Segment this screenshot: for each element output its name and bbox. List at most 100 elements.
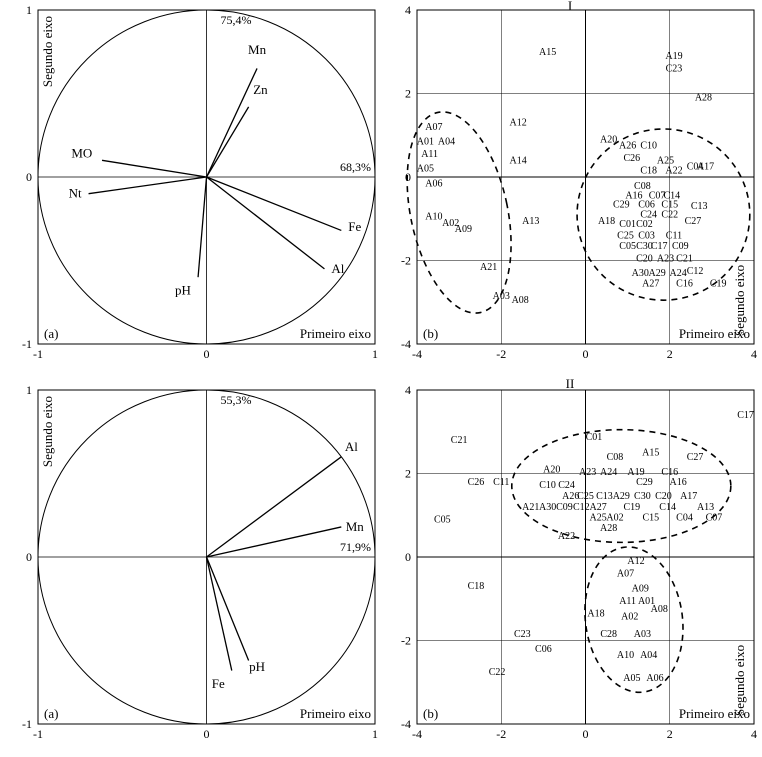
svg-text:-2: -2 xyxy=(401,634,411,648)
svg-text:-4: -4 xyxy=(412,347,422,361)
svg-text:Zn: Zn xyxy=(253,82,268,97)
svg-text:(b): (b) xyxy=(423,326,438,341)
svg-text:C01: C01 xyxy=(586,432,603,443)
svg-text:Segundo eixo: Segundo eixo xyxy=(732,265,747,336)
svg-text:A03: A03 xyxy=(634,629,651,640)
svg-text:A08: A08 xyxy=(651,604,668,615)
svg-text:C06: C06 xyxy=(535,644,552,655)
svg-text:A29: A29 xyxy=(648,268,665,279)
svg-text:A28: A28 xyxy=(600,523,617,534)
svg-text:MO: MO xyxy=(71,146,92,161)
svg-text:-2: -2 xyxy=(496,727,506,741)
svg-text:A22: A22 xyxy=(558,531,575,542)
svg-text:C09: C09 xyxy=(556,502,573,513)
svg-text:C26: C26 xyxy=(468,477,485,488)
svg-text:C09: C09 xyxy=(672,241,689,252)
svg-text:-2: -2 xyxy=(401,254,411,268)
svg-text:A30: A30 xyxy=(539,502,556,513)
svg-text:2: 2 xyxy=(405,87,411,101)
svg-text:C04: C04 xyxy=(687,162,704,173)
svg-text:C03: C03 xyxy=(638,230,655,241)
svg-text:A04: A04 xyxy=(640,650,657,661)
svg-text:C11: C11 xyxy=(493,477,509,488)
svg-text:C17: C17 xyxy=(737,410,754,421)
svg-text:0: 0 xyxy=(583,347,589,361)
svg-text:C05: C05 xyxy=(619,241,636,252)
svg-text:2: 2 xyxy=(667,727,673,741)
svg-text:C30: C30 xyxy=(634,491,651,502)
figure-root: -101-10175,4%68,3%Primeiro eixoSegundo e… xyxy=(0,0,762,757)
svg-text:A09: A09 xyxy=(455,224,472,235)
svg-text:A19: A19 xyxy=(665,51,682,62)
svg-text:C23: C23 xyxy=(514,629,531,640)
svg-text:A20: A20 xyxy=(600,134,617,145)
svg-text:A20: A20 xyxy=(543,464,560,475)
svg-text:C29: C29 xyxy=(613,200,630,211)
svg-text:A06: A06 xyxy=(646,673,663,684)
svg-text:Nt: Nt xyxy=(69,186,82,201)
svg-text:C12: C12 xyxy=(573,502,590,513)
svg-text:A21: A21 xyxy=(480,262,497,273)
svg-text:C18: C18 xyxy=(640,166,657,177)
svg-text:1: 1 xyxy=(372,727,378,741)
svg-text:A02: A02 xyxy=(621,611,638,622)
svg-text:C07: C07 xyxy=(706,512,723,523)
figure-svg: -101-10175,4%68,3%Primeiro eixoSegundo e… xyxy=(0,0,762,757)
svg-text:-4: -4 xyxy=(401,337,411,351)
svg-text:0: 0 xyxy=(26,550,32,564)
svg-text:-4: -4 xyxy=(412,727,422,741)
svg-text:0: 0 xyxy=(204,347,210,361)
svg-text:Segundo eixo: Segundo eixo xyxy=(732,645,747,716)
svg-text:C21: C21 xyxy=(451,435,468,446)
svg-text:C12: C12 xyxy=(687,266,704,277)
svg-text:C11: C11 xyxy=(666,230,682,241)
svg-text:A28: A28 xyxy=(695,93,712,104)
svg-text:A08: A08 xyxy=(512,295,529,306)
svg-text:A22: A22 xyxy=(665,166,682,177)
svg-text:C27: C27 xyxy=(685,216,702,227)
svg-text:-4: -4 xyxy=(401,717,411,731)
svg-text:A13: A13 xyxy=(697,502,714,513)
svg-text:Al: Al xyxy=(331,261,344,276)
svg-text:C10: C10 xyxy=(539,480,556,491)
svg-text:C23: C23 xyxy=(666,63,683,74)
svg-text:C13: C13 xyxy=(596,491,613,502)
svg-text:C22: C22 xyxy=(661,210,678,221)
svg-text:C19: C19 xyxy=(624,502,641,513)
svg-text:A18: A18 xyxy=(587,608,604,619)
svg-text:-1: -1 xyxy=(33,347,43,361)
svg-text:pH: pH xyxy=(175,283,191,298)
svg-text:C13: C13 xyxy=(691,201,708,212)
svg-text:A30: A30 xyxy=(632,268,649,279)
svg-text:4: 4 xyxy=(405,3,411,17)
svg-text:C27: C27 xyxy=(687,452,704,463)
svg-text:pH: pH xyxy=(249,659,265,674)
svg-text:A15: A15 xyxy=(539,47,556,58)
svg-text:(a): (a) xyxy=(44,706,58,721)
svg-text:55,3%: 55,3% xyxy=(221,393,252,407)
svg-text:C02: C02 xyxy=(636,219,653,230)
svg-text:C17: C17 xyxy=(651,241,668,252)
svg-text:A25: A25 xyxy=(590,512,607,523)
svg-text:A21: A21 xyxy=(522,502,539,513)
svg-text:0: 0 xyxy=(405,550,411,564)
svg-text:C05: C05 xyxy=(434,514,451,525)
svg-text:(b): (b) xyxy=(423,706,438,721)
svg-text:0: 0 xyxy=(204,727,210,741)
svg-text:1: 1 xyxy=(372,347,378,361)
svg-text:A23: A23 xyxy=(657,253,674,264)
svg-text:71,9%: 71,9% xyxy=(340,540,371,554)
svg-text:A14: A14 xyxy=(509,155,526,166)
svg-text:Segundo eixo: Segundo eixo xyxy=(40,16,55,87)
svg-text:C08: C08 xyxy=(607,452,624,463)
svg-text:Primeiro eixo: Primeiro eixo xyxy=(300,706,371,721)
svg-text:A03: A03 xyxy=(493,291,510,302)
svg-text:A26: A26 xyxy=(619,141,636,152)
svg-text:A25: A25 xyxy=(657,155,674,166)
svg-text:-1: -1 xyxy=(22,337,32,351)
svg-text:2: 2 xyxy=(667,347,673,361)
svg-text:A11: A11 xyxy=(619,596,636,607)
svg-text:C14: C14 xyxy=(659,502,676,513)
svg-text:A11: A11 xyxy=(421,149,438,160)
svg-text:-1: -1 xyxy=(22,717,32,731)
